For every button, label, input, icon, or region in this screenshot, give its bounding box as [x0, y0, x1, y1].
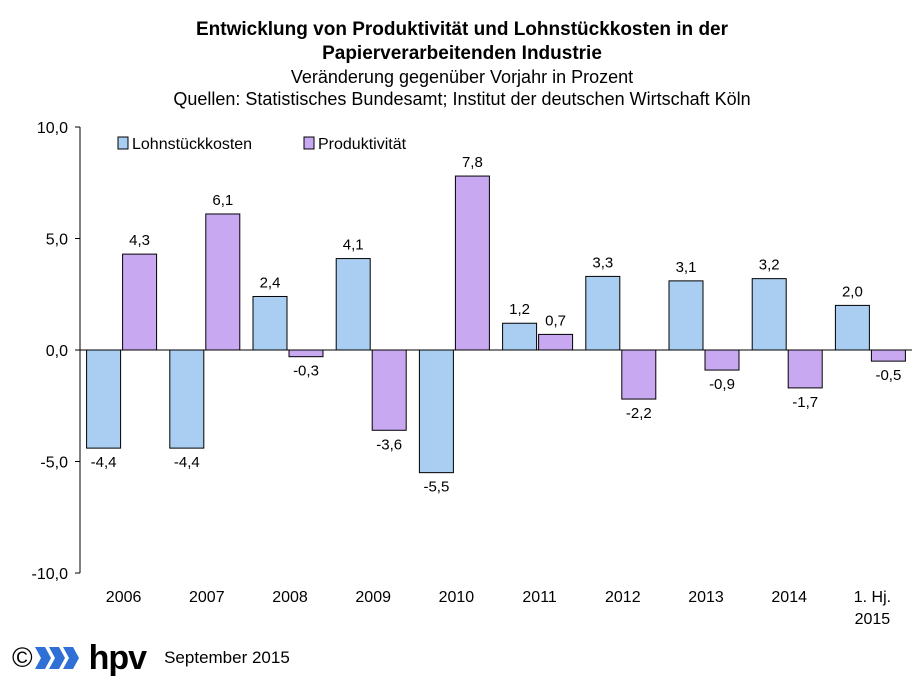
x-tick-label: 2009: [355, 589, 391, 606]
bar-lohnstueckkosten: [834, 304, 870, 351]
x-tick-label: 2014: [771, 589, 807, 606]
bar-produktivitaet: [787, 349, 823, 389]
data-label: -3,6: [376, 436, 402, 453]
legend-label: Produktivität: [318, 136, 407, 153]
y-tick-label: 0,0: [46, 343, 68, 360]
data-label: 1,2: [509, 301, 530, 318]
data-label: 3,2: [759, 257, 780, 274]
chart-title-line2: Papierverarbeitenden Industrie: [322, 43, 602, 64]
data-label: 3,1: [676, 259, 697, 276]
bar-lohnstueckkosten: [335, 258, 371, 351]
bar-produktivitaet: [205, 213, 241, 351]
data-label: 4,3: [129, 232, 150, 249]
bar-lohnstueckkosten: [668, 280, 704, 351]
x-tick-label: 2008: [272, 589, 308, 606]
data-label: -4,4: [174, 454, 200, 471]
hpv-logo-arrows-icon: [34, 647, 79, 669]
bar-produktivitaet: [371, 349, 407, 431]
bar-lohnstueckkosten: [86, 349, 122, 449]
x-tick-label: 1. Hj.: [854, 589, 891, 606]
hpv-logo-text: hpv: [88, 639, 147, 677]
y-tick-label: -10,0: [32, 566, 69, 583]
legend-swatch: [117, 136, 129, 150]
bar-produktivitaet: [122, 253, 158, 351]
bar-lohnstueckkosten: [585, 275, 621, 351]
bar-produktivitaet: [870, 349, 906, 362]
data-label: -5,5: [423, 479, 449, 496]
data-label: 2,0: [842, 283, 863, 300]
data-label: 3,3: [592, 254, 613, 271]
chart-title-line1: Entwicklung von Produktivität und Lohnst…: [195, 19, 729, 40]
chart-subtitle: Veränderung gegenüber Vorjahr in Prozent: [290, 67, 634, 87]
chart-source: Quellen: Statistisches Bundesamt; Instit…: [173, 89, 751, 109]
data-label: 2,4: [260, 274, 281, 291]
bar-lohnstueckkosten: [169, 349, 205, 449]
bar-lohnstueckkosten: [502, 322, 538, 351]
bar-produktivitaet: [538, 333, 574, 351]
data-label: -4,4: [91, 454, 117, 471]
chart-titles: Entwicklung von Produktivität und Lohnst…: [0, 18, 924, 110]
footer-date: September 2015: [164, 648, 290, 667]
bar-lohnstueckkosten: [418, 349, 454, 474]
y-tick-label: 10,0: [37, 120, 68, 137]
x-tick-label: 2012: [605, 589, 641, 606]
x-tick-label: 2010: [439, 589, 475, 606]
y-tick-label: -5,0: [40, 455, 68, 472]
data-label: -2,2: [626, 405, 652, 422]
copyright-symbol: ©: [12, 642, 33, 673]
y-tick-label: 5,0: [46, 232, 68, 249]
data-label: -0,9: [709, 376, 735, 393]
bar-produktivitaet: [621, 349, 657, 400]
x-tick-label: 2011: [522, 589, 557, 606]
bar-produktivitaet: [704, 349, 740, 371]
data-label: -0,3: [293, 363, 319, 380]
bar-produktivitaet: [454, 175, 490, 351]
bar-produktivitaet: [288, 349, 324, 358]
bar-lohnstueckkosten: [751, 278, 787, 351]
bar-chart: -10,0 -5,0 0,0 5,0 10,0 -4,4 4,3 2006 -4,4 6,1 200…: [32, 120, 912, 628]
x-tick-label: 2015: [855, 611, 891, 628]
footer: © hpv September 2015: [12, 640, 290, 676]
x-tick-label: 2006: [106, 589, 142, 606]
data-label: 0,7: [545, 312, 566, 329]
x-tick-label: 2013: [688, 589, 724, 606]
x-tick-label: 2007: [189, 589, 225, 606]
data-label: -1,7: [792, 394, 818, 411]
data-label: 7,8: [462, 154, 483, 171]
legend-label: Lohnstückkosten: [132, 136, 252, 153]
legend-swatch: [303, 136, 315, 150]
data-label: 4,1: [343, 237, 364, 254]
bar-lohnstueckkosten: [252, 295, 288, 351]
data-label: -0,5: [875, 367, 901, 384]
data-label: 6,1: [212, 192, 233, 209]
